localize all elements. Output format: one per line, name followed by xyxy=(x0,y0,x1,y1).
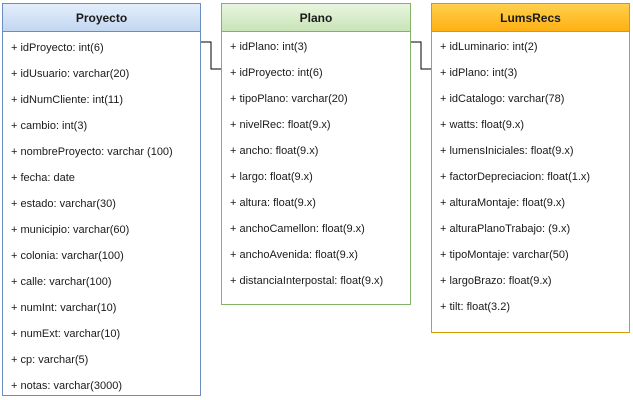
field-row: + largo: float(9.x) xyxy=(230,171,313,183)
field-row: + idUsuario: varchar(20) xyxy=(11,68,130,80)
field-row: + largoBrazo: float(9.x) xyxy=(440,275,552,287)
field-row: + idProyecto: int(6) xyxy=(11,42,104,54)
field-row: + fecha: date xyxy=(11,172,75,184)
field-row: + idNumCliente: int(11) xyxy=(11,94,123,106)
field-row: + nivelRec: float(9.x) xyxy=(230,119,331,131)
table-proyecto[interactable]: Proyecto + idProyecto: int(6) + idUsuari… xyxy=(2,3,201,396)
table-lumsrecs[interactable]: LumsRecs + idLuminario: int(2) + idPlano… xyxy=(431,3,630,333)
field-row: + tipoPlano: varchar(20) xyxy=(230,93,348,105)
field-row: + estado: varchar(30) xyxy=(11,198,116,210)
field-row: + anchoAvenida: float(9.x) xyxy=(230,249,358,261)
field-row: + cambio: int(3) xyxy=(11,120,88,132)
field-row: + colonia: varchar(100) xyxy=(11,250,124,262)
field-row: + calle: varchar(100) xyxy=(11,276,112,288)
table-lumsrecs-fields: + idLuminario: int(2) + idPlano: int(3) … xyxy=(432,32,629,320)
field-row: + idLuminario: int(2) xyxy=(440,41,538,53)
field-row: + altura: float(9.x) xyxy=(230,197,316,209)
field-row: + municipio: varchar(60) xyxy=(11,224,130,236)
table-proyecto-header: Proyecto xyxy=(3,4,200,32)
field-row: + nombreProyecto: varchar (100) xyxy=(11,146,173,158)
field-row: + idPlano: int(3) xyxy=(440,67,518,79)
field-row: + alturaPlanoTrabajo: (9.x) xyxy=(440,223,571,235)
field-row: + idPlano: int(3) xyxy=(230,41,308,53)
field-row: + anchoCamellon: float(9.x) xyxy=(230,223,365,235)
field-row: + distanciaInterpostal: float(9.x) xyxy=(230,275,384,287)
field-row: + alturaMontaje: float(9.x) xyxy=(440,197,566,209)
field-row: + tilt: float(3.2) xyxy=(440,301,511,313)
table-plano[interactable]: Plano + idPlano: int(3) + idProyecto: in… xyxy=(221,3,411,305)
field-row: + idCatalogo: varchar(78) xyxy=(440,93,565,105)
field-row: + lumensIniciales: float(9.x) xyxy=(440,145,574,157)
table-proyecto-fields: + idProyecto: int(6) + idUsuario: varcha… xyxy=(3,32,200,399)
field-row: + watts: float(9.x) xyxy=(440,119,525,131)
table-lumsrecs-header: LumsRecs xyxy=(432,4,629,32)
connector-plano-lumsrecs[interactable] xyxy=(411,41,431,70)
field-row: + factorDepreciacion: float(1.x) xyxy=(440,171,591,183)
table-plano-fields: + idPlano: int(3) + idProyecto: int(6) +… xyxy=(222,32,410,294)
field-row: + cp: varchar(5) xyxy=(11,354,89,366)
field-row: + ancho: float(9.x) xyxy=(230,145,319,157)
table-plano-header: Plano xyxy=(222,4,410,32)
field-row: + notas: varchar(3000) xyxy=(11,380,122,392)
connector-proyecto-plano[interactable] xyxy=(201,41,221,70)
field-row: + numExt: varchar(10) xyxy=(11,328,121,340)
field-row: + numInt: varchar(10) xyxy=(11,302,117,314)
field-row: + tipoMontaje: varchar(50) xyxy=(440,249,569,261)
field-row: + idProyecto: int(6) xyxy=(230,67,323,79)
